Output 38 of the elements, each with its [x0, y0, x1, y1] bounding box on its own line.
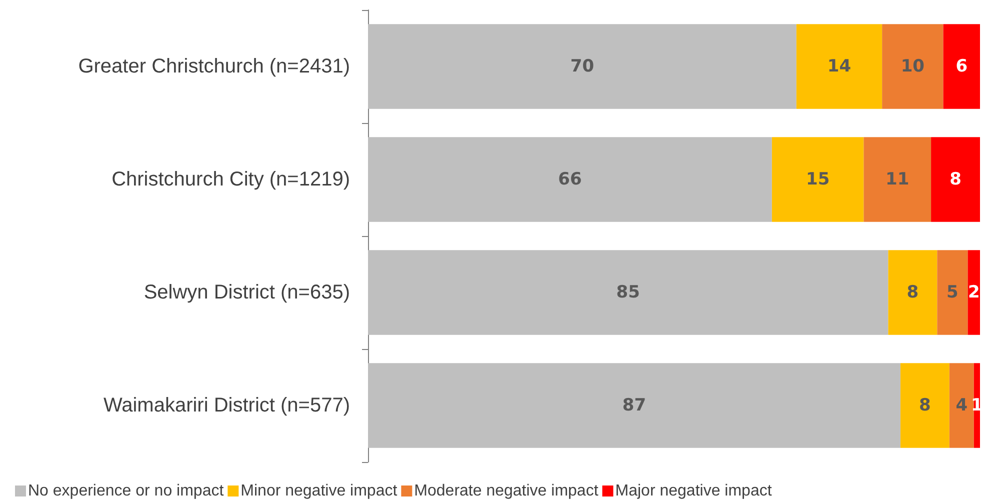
bar [968, 250, 980, 335]
data-label: 70 [570, 56, 594, 76]
bar [937, 250, 968, 335]
legend-label: Major negative impact [615, 482, 772, 500]
bar [931, 137, 980, 222]
y-tick-label: Christchurch City (n=1219) [112, 168, 350, 190]
data-label: 14 [827, 56, 852, 76]
data-label: 5 [946, 282, 958, 302]
bar [882, 24, 944, 109]
data-label: 85 [616, 282, 640, 302]
bar [900, 363, 950, 448]
bar [949, 363, 974, 448]
data-label: 4 [956, 396, 968, 416]
y-tick-label: Waimakariri District (n=577) [103, 394, 350, 416]
legend-label: Minor negative impact [240, 482, 398, 500]
data-label: 2 [968, 282, 980, 302]
data-label: 8 [906, 282, 919, 302]
bar [796, 24, 882, 109]
y-tick-label: Selwyn District (n=635) [144, 282, 350, 304]
bar [943, 24, 980, 109]
bar [368, 137, 772, 222]
data-label: 66 [558, 170, 582, 190]
data-label: 15 [806, 170, 830, 190]
data-label: 11 [886, 170, 910, 190]
data-label: 10 [900, 56, 925, 76]
data-label: 8 [919, 396, 931, 416]
data-label: 8 [950, 170, 962, 190]
bar [368, 250, 888, 335]
data-label: 6 [956, 56, 968, 76]
bar [368, 363, 900, 448]
legend-label: Moderate negative impact [414, 482, 599, 500]
bar [864, 137, 932, 222]
y-tick-label: Greater Christchurch (n=2431) [78, 56, 350, 78]
bar [368, 24, 796, 109]
bar [772, 137, 864, 222]
bar [888, 250, 938, 335]
data-label: 87 [622, 396, 646, 416]
legend-label: No experience or no impact [28, 482, 224, 500]
